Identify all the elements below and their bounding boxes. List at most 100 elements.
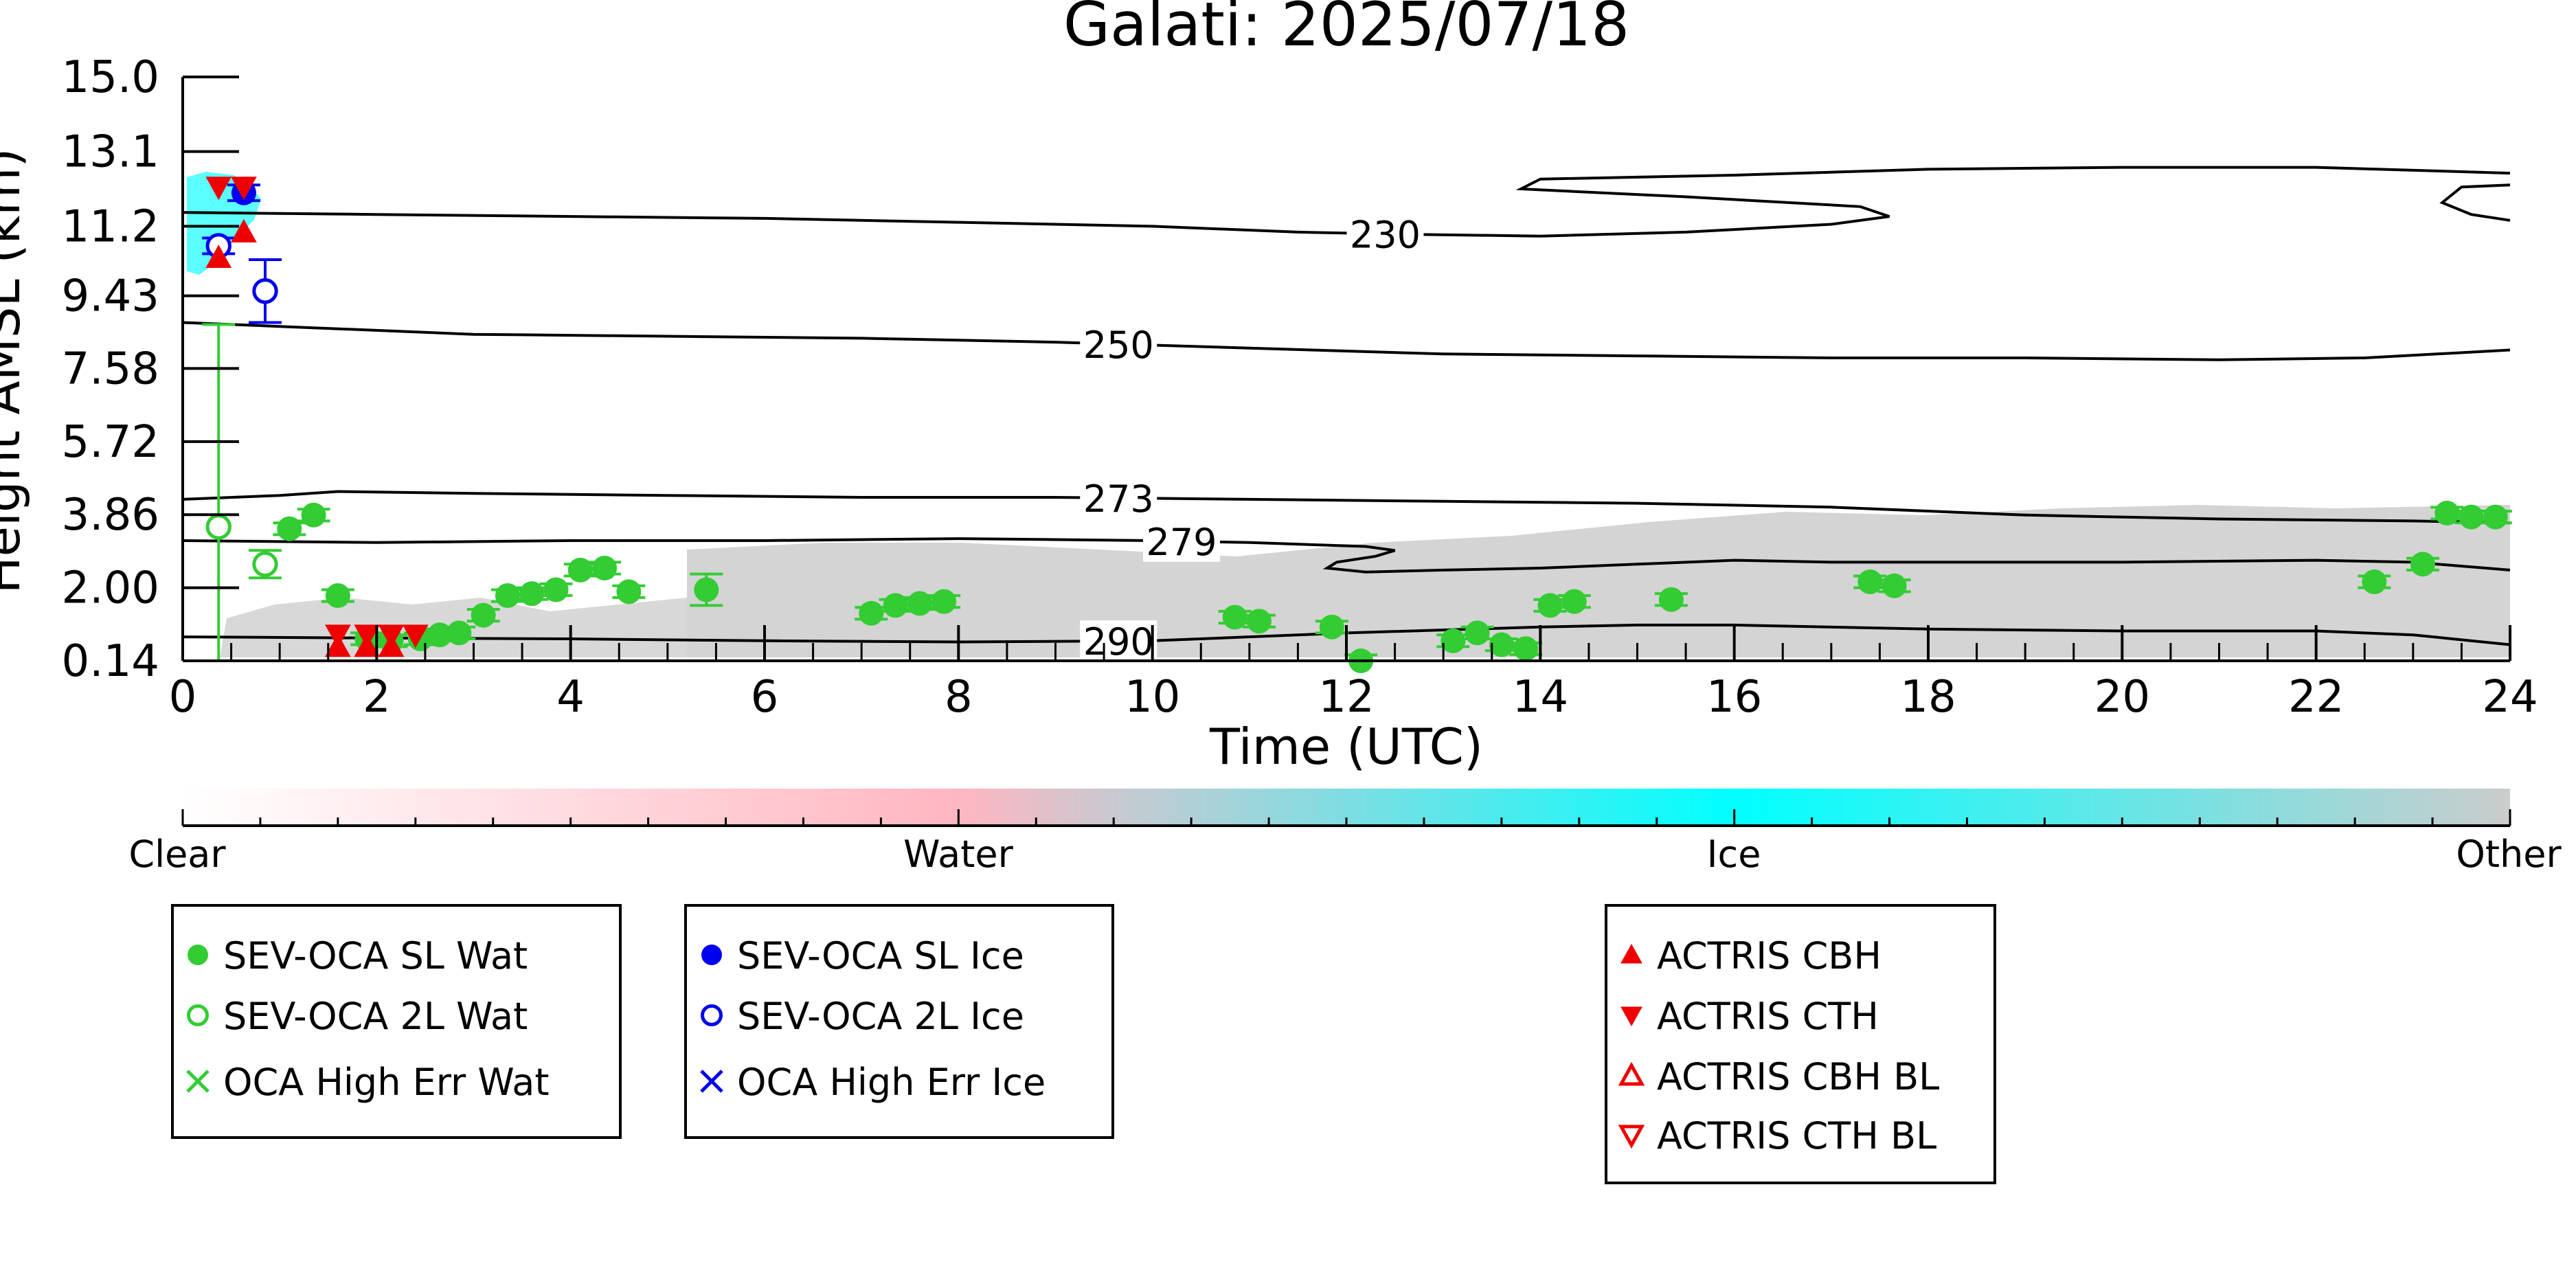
contour-label: 273 [1083,477,1154,521]
legend-label: ACTRIS CBH BL [1657,1055,1939,1098]
chart-title: Galati: 2025/07/18 [1063,0,1629,60]
data-point [1537,593,1563,618]
x-tick-label: 24 [2482,672,2538,723]
data-point [325,624,351,648]
y-tick-label: 15.0 [62,52,160,103]
legend-label: SEV-OCA 2L Wat [223,995,528,1038]
legend-label: SEV-OCA 2L Ice [737,995,1024,1038]
temperature-contour-line [182,490,2511,525]
data-point [301,502,326,528]
y-tick-label: 2.00 [62,563,160,614]
temperature-contour-line [2439,183,2511,222]
legend-ice: SEV-OCA SL Ice SEV-OCA 2L Ice OCA High E… [684,904,1114,1139]
temperature-contour-line [182,321,2511,361]
colorbar-label-other: Other [2456,833,2562,876]
y-tick-label: 9.43 [62,271,160,322]
x-axis-ticks: 0 2 4 6 8 10 12 14 16 18 20 22 24 [169,625,2538,723]
data-point [447,620,472,646]
data-point [252,278,278,304]
data-point [1857,569,1883,595]
error-bar [202,323,236,662]
contour-label: 279 [1146,521,1217,564]
data-point [907,591,932,616]
data-point [1440,628,1466,653]
data-point [883,593,908,618]
legend-box [684,904,1114,1139]
data-point [694,577,719,602]
data-point [2459,504,2484,530]
data-point [1465,620,1490,646]
y-tick-label: 11.2 [62,201,160,252]
data-point [1246,609,1272,634]
data-point [2434,500,2460,526]
data-point [354,624,381,648]
contour-label: 290 [1083,620,1154,664]
legend-actris: ACTRIS CBH ACTRIS CTH ACTRIS CBH BL ACTR… [1605,904,1996,1184]
legend-marker [1620,943,1642,964]
data-point [1561,589,1587,614]
legend-marker [188,945,208,965]
colorbar-label-clear: Clear [128,833,226,876]
x-tick-label: 10 [1125,672,1180,723]
colorbar-ticks [181,809,2511,826]
data-point [592,556,618,581]
legend-markers [186,945,210,1093]
colorbar-label-ice: Ice [1707,833,1761,876]
data-point [402,624,429,648]
data-point [231,218,257,242]
legend-label: SEV-OCA SL Ice [737,934,1024,978]
data-point [1658,587,1684,612]
legend-marker [1618,1125,1645,1149]
data-point [427,622,453,648]
contour-label-background [1080,620,1157,662]
x-tick-label: 20 [2094,672,2150,723]
y-tick-label: 5.72 [62,417,160,468]
colorbar: Clear Water Ice Other [128,789,2562,876]
legend-marker [187,1004,209,1026]
legend-label: ACTRIS CTH BL [1657,1114,1936,1157]
x-tick-label: 4 [556,672,585,723]
data-point [471,602,496,628]
x-tick-label: 18 [1900,672,1956,723]
x-tick-label: 14 [1513,672,1568,723]
temperature-contour-line [182,537,2511,574]
x-tick-label: 8 [945,672,973,723]
data-point [277,516,302,541]
contour-label: 250 [1083,324,1154,367]
contour-label: 230 [1350,214,1421,257]
data-point [231,177,257,201]
legend-label: ACTRIS CTH [1657,995,1879,1038]
x-tick-label: 0 [169,672,197,723]
x-tick-label: 2 [363,672,391,723]
legend-label: OCA High Err Ice [737,1061,1046,1104]
data-point [205,177,232,201]
data-point [378,624,405,648]
data-point [543,577,569,602]
data-point [205,514,231,540]
x-tick-label: 6 [751,672,779,723]
data-point [205,245,232,269]
x-tick-label: 22 [2288,672,2344,723]
x-tick-label: 12 [1318,672,1374,723]
y-axis-label: Height AMSL (km) [0,148,31,594]
colorbar-label-water: Water [903,833,1013,876]
legend-water: SEV-OCA SL Wat SEV-OCA 2L Wat OCA High E… [171,904,622,1139]
y-axis-ticks: 0.14 2.00 3.86 5.72 7.58 9.43 11.2 13.1 15.0 [62,52,239,687]
data-point [1319,614,1344,640]
legend-marker [1620,1006,1642,1027]
legend-label: SEV-OCA SL Wat [223,934,528,978]
temperature-contour-line [182,166,2511,238]
y-tick-label: 0.14 [62,636,160,687]
data-point [2483,504,2508,530]
y-tick-label: 7.58 [62,343,160,394]
data-point [616,579,642,605]
data-point [2410,552,2435,577]
data-point [1513,636,1539,662]
legend-marker [1618,1061,1645,1086]
legend-markers [1618,943,1645,1149]
legend-marker [700,1070,723,1093]
contour-label-background [1143,520,1221,562]
legend-marker [186,1070,210,1093]
data-point [2362,569,2387,595]
